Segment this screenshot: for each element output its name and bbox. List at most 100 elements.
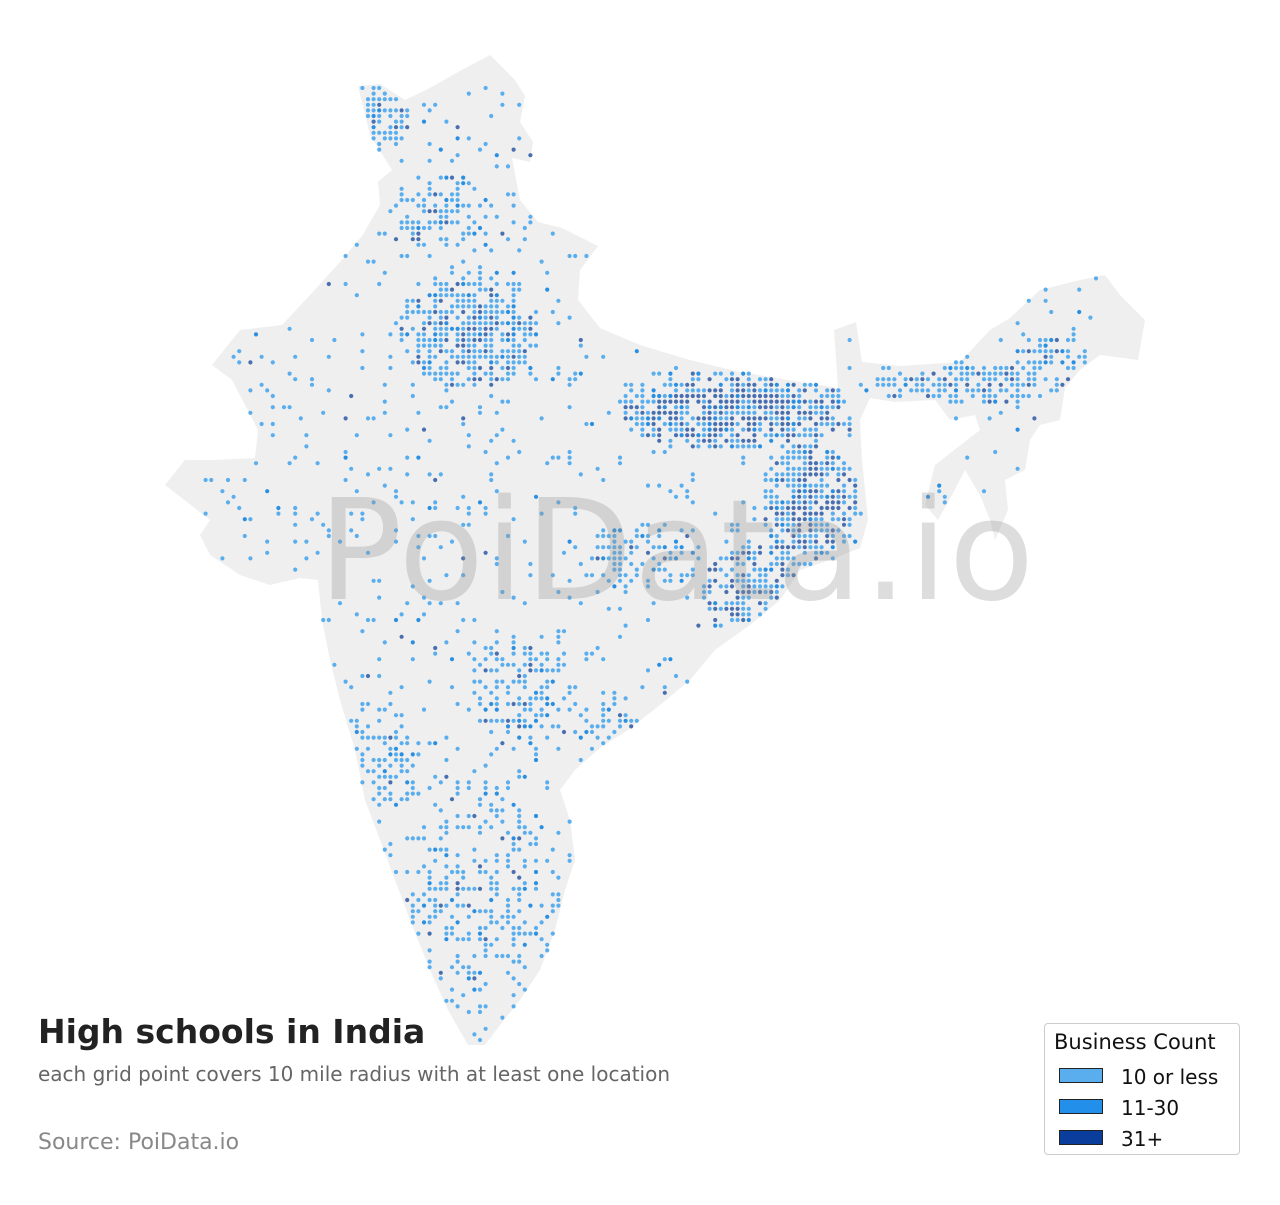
grid-point — [511, 718, 516, 723]
grid-point — [410, 298, 415, 303]
grid-point — [416, 225, 421, 231]
grid-point — [785, 433, 791, 438]
grid-point — [1049, 388, 1054, 393]
grid-point — [959, 365, 964, 371]
grid-point — [819, 472, 824, 477]
grid-point — [769, 550, 774, 555]
grid-point — [735, 522, 740, 527]
grid-point — [388, 797, 393, 802]
grid-point — [332, 662, 337, 667]
legend-item-mid: 11-30 — [1059, 1096, 1235, 1120]
grid-point — [489, 393, 494, 399]
grid-point — [533, 881, 539, 886]
grid-point — [494, 360, 499, 365]
grid-point — [735, 606, 740, 611]
grid-point — [645, 533, 651, 539]
grid-point — [948, 382, 953, 387]
grid-point — [377, 466, 382, 471]
grid-point — [489, 881, 494, 886]
grid-point — [981, 393, 987, 399]
grid-point — [365, 108, 371, 113]
grid-point — [494, 791, 499, 796]
grid-point — [808, 433, 813, 438]
grid-point — [645, 550, 651, 555]
grid-point — [489, 321, 494, 326]
grid-point — [410, 393, 415, 399]
grid-point — [718, 410, 723, 415]
grid-point — [444, 242, 449, 247]
grid-point — [444, 293, 449, 298]
grid-point — [1054, 349, 1059, 354]
grid-point — [371, 416, 376, 421]
grid-point — [825, 416, 830, 421]
grid-point — [763, 477, 768, 483]
grid-point — [785, 477, 791, 483]
grid-point — [836, 455, 841, 460]
grid-point — [477, 931, 483, 936]
grid-point — [410, 657, 415, 662]
grid-point — [410, 360, 415, 365]
grid-point — [528, 645, 533, 651]
grid-point — [797, 539, 802, 544]
grid-point — [360, 332, 365, 337]
grid-point — [220, 556, 225, 561]
grid-point — [483, 869, 488, 875]
grid-point — [556, 875, 561, 880]
grid-point — [735, 561, 740, 567]
grid-point — [545, 780, 550, 785]
grid-point — [539, 685, 544, 690]
grid-point — [679, 393, 684, 399]
grid-point — [791, 500, 796, 505]
grid-point — [802, 500, 807, 505]
grid-point — [483, 685, 488, 690]
grid-point — [819, 399, 824, 404]
grid-point — [416, 231, 421, 236]
grid-point — [466, 937, 471, 942]
grid-point — [931, 393, 936, 399]
dot-grid — [203, 85, 1099, 1043]
grid-point — [461, 903, 466, 908]
grid-point — [545, 679, 550, 684]
grid-point — [293, 567, 298, 572]
grid-point — [707, 444, 712, 449]
grid-point — [780, 421, 785, 427]
grid-point — [522, 225, 527, 231]
grid-point — [253, 461, 259, 466]
grid-point — [785, 449, 791, 455]
grid-point — [399, 797, 404, 802]
grid-point — [601, 533, 606, 539]
grid-point — [494, 892, 499, 897]
grid-point — [791, 556, 796, 561]
grid-point — [500, 309, 505, 315]
grid-point — [539, 696, 544, 701]
grid-point — [545, 701, 550, 707]
grid-point — [1026, 337, 1031, 343]
grid-point — [405, 741, 410, 746]
grid-point — [455, 813, 460, 819]
grid-point — [746, 377, 751, 382]
grid-point — [752, 550, 757, 555]
grid-point — [550, 679, 555, 684]
map-subtitle: each grid point covers 10 mile radius wi… — [38, 1062, 671, 1086]
grid-point — [382, 707, 387, 712]
grid-point — [589, 746, 595, 751]
grid-point — [813, 410, 819, 415]
grid-point — [449, 685, 455, 690]
grid-point — [797, 416, 802, 421]
grid-point — [813, 388, 819, 393]
grid-point — [690, 477, 695, 483]
grid-point — [763, 589, 768, 595]
grid-point — [494, 869, 499, 875]
grid-point — [416, 455, 421, 460]
grid-point — [858, 511, 863, 516]
grid-point — [438, 472, 443, 477]
grid-point — [550, 892, 555, 897]
grid-point — [970, 388, 975, 393]
grid-point — [449, 399, 455, 404]
grid-point — [466, 377, 471, 382]
grid-point — [685, 533, 690, 539]
grid-point — [713, 606, 718, 611]
grid-point — [897, 388, 903, 393]
grid-point — [696, 438, 701, 443]
grid-point — [819, 477, 824, 483]
